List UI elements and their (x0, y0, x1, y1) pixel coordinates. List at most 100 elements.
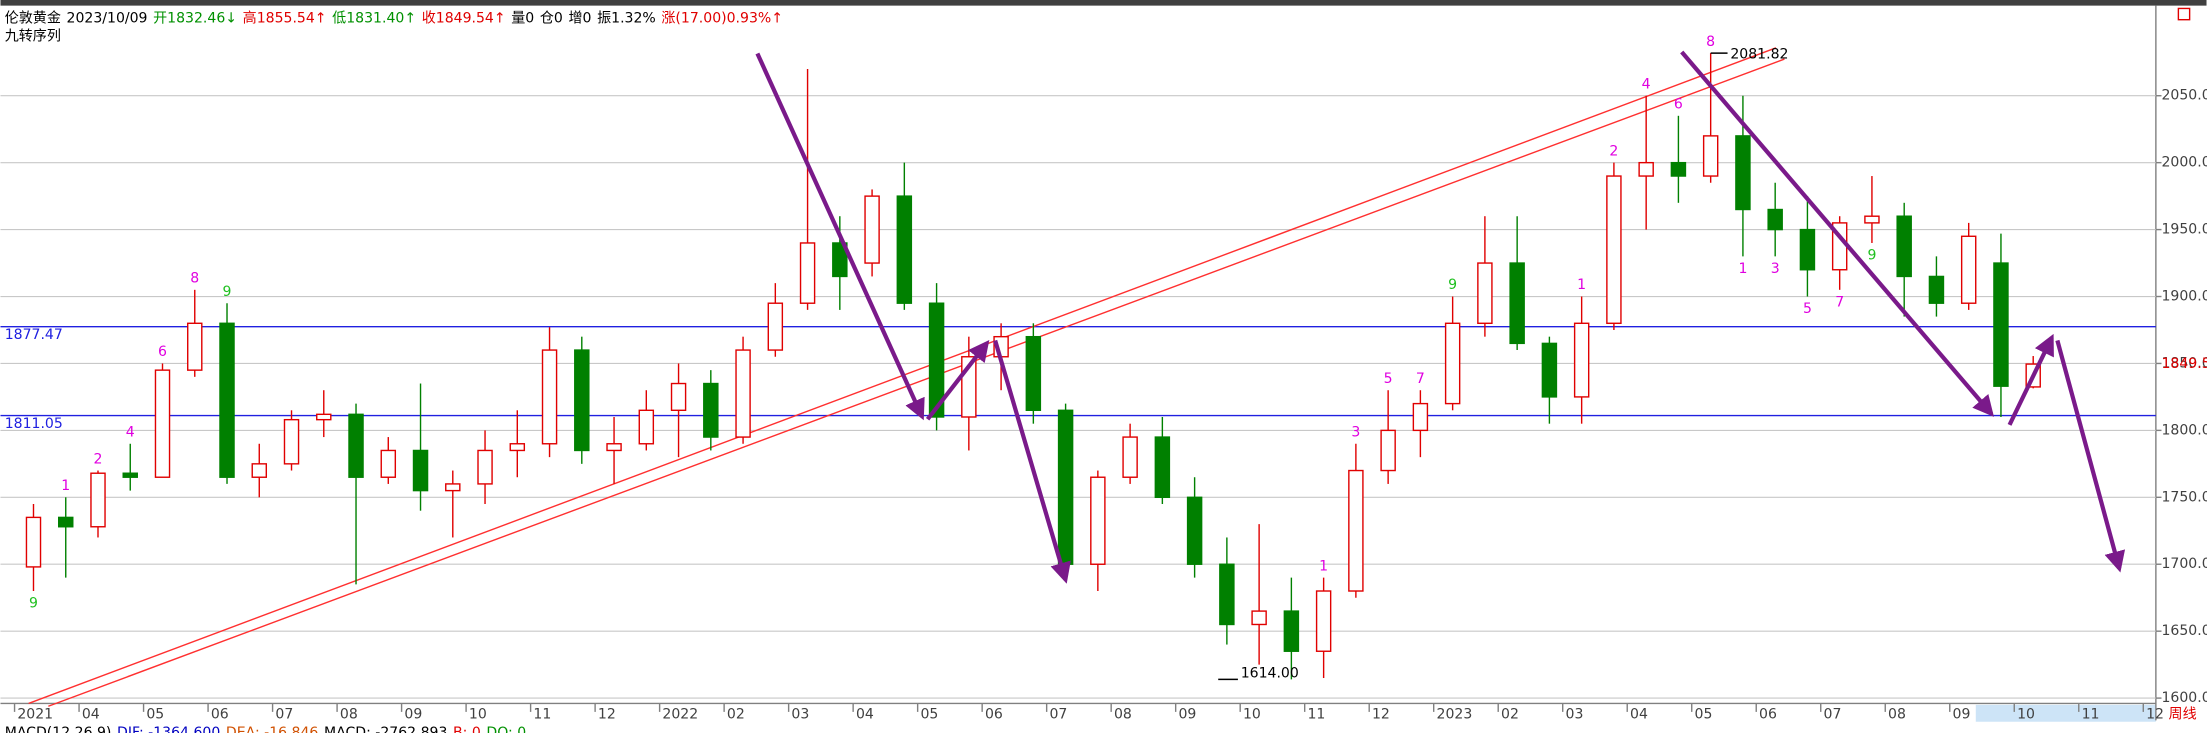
header-item: 高1855.54↑ (243, 9, 327, 26)
candle-body (1573, 322, 1590, 398)
header-item: 涨(17.00)0.93%↑ (661, 10, 783, 26)
td-count: 5 (1803, 301, 1812, 317)
y-tick-label: 1800.00 (2161, 422, 2207, 438)
candle-body (896, 195, 913, 304)
level-label: 1877.47 (5, 327, 63, 343)
candle-body (928, 302, 945, 418)
header-item: 增0 (568, 10, 591, 26)
x-tick-label: 2023 (1437, 707, 1473, 723)
y-tick-label: 2050.00 (2161, 88, 2207, 104)
td-count: 6 (1674, 97, 1683, 113)
indicator-name: 九转序列 (5, 29, 61, 45)
candle-body (864, 195, 880, 264)
td-count: 5 (1384, 371, 1393, 387)
x-tick-label: 05 (920, 707, 938, 723)
candles (25, 53, 2041, 680)
y-tick-label: 1900.00 (2161, 289, 2207, 305)
candle-body (1219, 563, 1235, 626)
candle-body (1638, 161, 1654, 177)
header-item: 伦敦黄金 (5, 9, 61, 26)
x-tick-label: 09 (1953, 707, 1971, 723)
candle-body (735, 349, 751, 438)
candle-body (251, 463, 268, 478)
top-bar (0, 0, 2207, 6)
candle-body (1928, 275, 1945, 304)
candle-body (606, 443, 622, 452)
candle-body (58, 516, 74, 528)
high-label: 2081.82 (1730, 47, 1788, 63)
td-count: 9 (223, 284, 232, 300)
x-tick-label: 08 (1888, 707, 1906, 723)
x-tick-label: 05 (1695, 707, 1713, 723)
x-tick-label: 10 (1243, 707, 1261, 723)
candle-body (316, 413, 332, 421)
x-tick-label: 07 (1049, 707, 1067, 723)
footer-item: DEA: -16.846 (226, 725, 319, 733)
header-item: 量0 (511, 10, 534, 26)
y-tick-label: 1600.00 (2161, 690, 2207, 706)
td-count: 9 (1448, 277, 1457, 293)
x-tick-label: 09 (404, 707, 422, 723)
candle-body (541, 349, 558, 445)
x-tick-label: 11 (533, 707, 551, 723)
x-tick-label: 06 (211, 707, 229, 723)
candle-body (25, 516, 42, 568)
channel-line (48, 58, 1785, 707)
td-count: 1 (1319, 558, 1328, 574)
arrow (925, 339, 990, 421)
candle-body (1251, 610, 1267, 626)
header-item: 低1831.40↑ (332, 10, 416, 26)
candle-body (767, 302, 784, 351)
candle-body (1702, 135, 1719, 177)
x-tick-label: 08 (340, 707, 358, 723)
header-item: 收1849.54↑ (422, 10, 506, 26)
candle-body (477, 449, 493, 485)
x-tick-label: 08 (1114, 707, 1132, 723)
header-item: 振1.32% (597, 10, 656, 26)
td-count: 2 (94, 451, 103, 467)
candle-body (122, 472, 138, 478)
y-tick-label: 2000.00 (2161, 155, 2207, 171)
arrow (1680, 50, 1995, 417)
candle-body (1864, 215, 1880, 224)
candle-body (1090, 476, 1106, 565)
corner-icon (2177, 7, 2191, 21)
candle-body (283, 418, 300, 465)
candle-body (1606, 175, 1622, 324)
candle-body (638, 409, 655, 445)
candle-body (1735, 135, 1751, 211)
candle-body (1057, 409, 1074, 565)
candle-body (219, 322, 235, 478)
footer-item: DIF: -1364.600 (117, 725, 220, 733)
td-count: 6 (158, 344, 167, 360)
td-count: 1 (1577, 277, 1586, 293)
x-tick-label: 06 (1759, 707, 1777, 723)
x-tick-label: 09 (1178, 707, 1196, 723)
x-tick-label: 2021 (17, 707, 53, 723)
x-tick-label: 06 (985, 707, 1003, 723)
x-tick-label: 12 (2146, 707, 2164, 723)
arrow (993, 339, 1071, 584)
candle-body (703, 382, 719, 438)
td-count: 3 (1771, 261, 1780, 277)
candle-body (832, 242, 848, 278)
td-count: 3 (1351, 425, 1360, 441)
candle-body (412, 449, 429, 492)
candle-body (187, 322, 203, 371)
x-tick-label: 04 (856, 707, 874, 723)
arrows (755, 50, 2126, 584)
x-tick-label: 04 (82, 707, 100, 723)
header-item: 开1832.46↓ (153, 10, 237, 26)
footer-item: MACD: -2762.893 (324, 725, 447, 733)
footer: MACD(12,26,9) DIF: -1364.600 DEA: -16.846 M… (5, 725, 527, 733)
x-tick-label: 02 (727, 707, 745, 723)
y-tick-label: 1750.00 (2161, 489, 2207, 505)
candle-body (670, 382, 687, 412)
candle-body (1896, 215, 1912, 278)
candle-body (445, 483, 461, 492)
trend-channel (28, 47, 1785, 707)
candle-body (1444, 322, 1461, 405)
td-count: 9 (1867, 248, 1876, 264)
x-tick-label: 03 (1566, 707, 1584, 723)
